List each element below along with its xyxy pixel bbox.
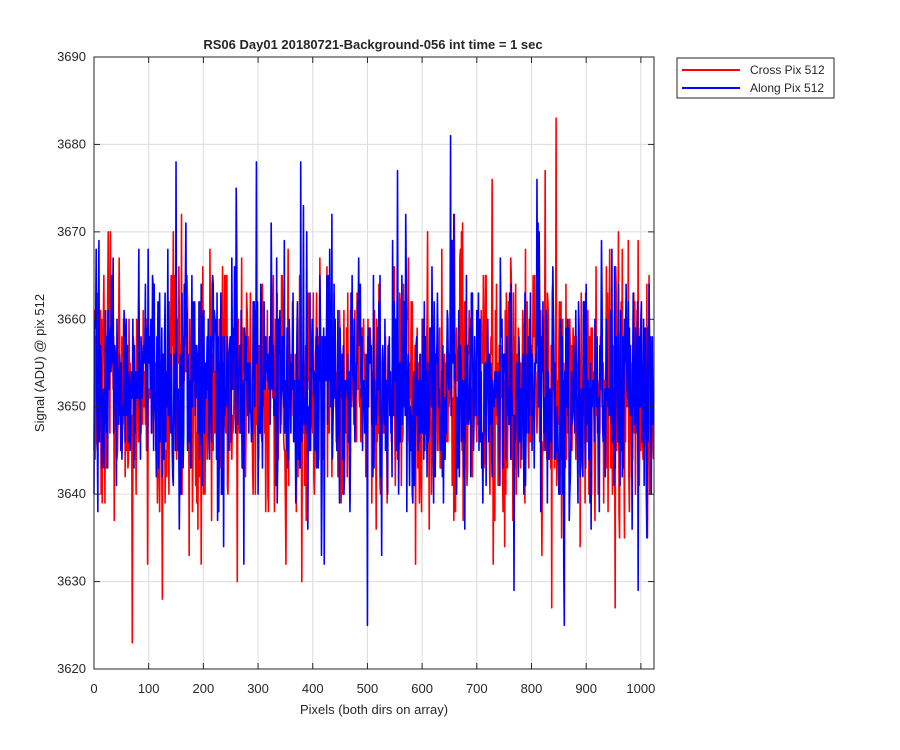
legend: Cross Pix 512 Along Pix 512	[676, 57, 835, 99]
series-line-along-pix-512	[93, 134, 655, 627]
y-tick-label: 3620	[57, 661, 86, 676]
y-tick-label: 3670	[57, 224, 86, 239]
x-tick-label: 600	[411, 681, 433, 696]
x-tick-label: 700	[466, 681, 488, 696]
x-tick-label: 300	[247, 681, 269, 696]
x-tick-label: 0	[90, 681, 97, 696]
y-tick-label: 3650	[57, 399, 86, 414]
x-tick-label: 400	[302, 681, 324, 696]
chart-title: RS06 Day01 20180721-Background-056 int t…	[203, 37, 542, 52]
axes-box	[93, 56, 655, 670]
legend-label-cross: Cross Pix 512	[750, 63, 825, 77]
y-axis-label: Signal (ADU) @ pix 512	[32, 294, 47, 432]
x-tick-label: 800	[521, 681, 543, 696]
x-tick-label: 500	[357, 681, 379, 696]
x-tick-label: 1000	[626, 681, 655, 696]
y-tick-label: 3690	[57, 49, 86, 64]
x-tick-label: 200	[193, 681, 215, 696]
x-axis-label: Pixels (both dirs on array)	[300, 702, 448, 717]
legend-box	[676, 57, 835, 99]
y-tick-label: 3680	[57, 136, 86, 151]
legend-label-along: Along Pix 512	[750, 81, 824, 95]
y-tick-label: 3630	[57, 574, 86, 589]
data-lines	[93, 117, 655, 644]
y-tick-label: 3660	[57, 311, 86, 326]
y-tick-label: 3640	[57, 486, 86, 501]
x-tick-label: 100	[138, 681, 160, 696]
axis-ticks: 0 100 200 300 400 500 600 700 800 900 1000 3620 3630…	[57, 49, 655, 696]
x-tick-label: 900	[575, 681, 597, 696]
